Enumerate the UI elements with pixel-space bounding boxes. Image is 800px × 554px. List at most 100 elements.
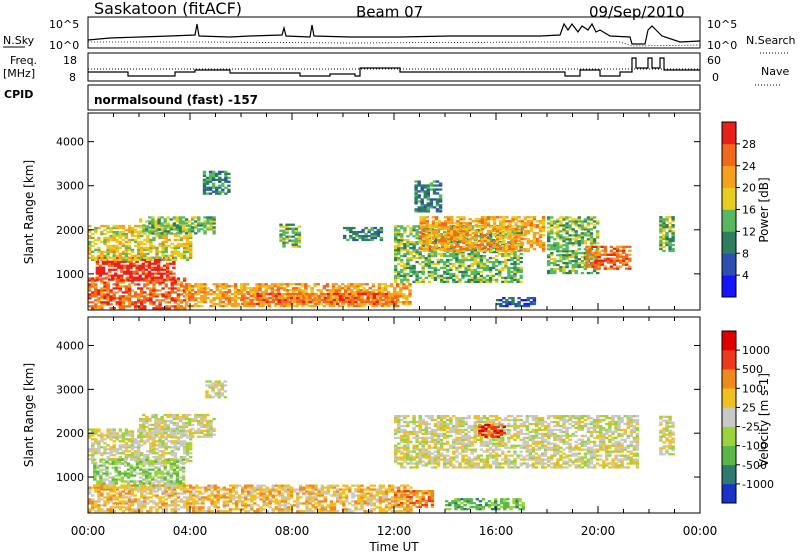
heatmap-cell <box>508 220 512 223</box>
heatmap-cell <box>175 458 180 461</box>
heatmap-cell <box>471 241 475 245</box>
heatmap-cell <box>103 502 107 505</box>
heatmap-cell <box>592 269 597 273</box>
heatmap-cell <box>535 220 540 223</box>
heatmap-cell <box>124 299 129 302</box>
heatmap-cell <box>175 220 180 223</box>
heatmap-cell <box>591 253 595 256</box>
heatmap-cell <box>117 276 121 279</box>
heatmap-cell <box>149 452 153 455</box>
heatmap-cell <box>149 299 153 302</box>
heatmap-cell <box>115 492 119 495</box>
heatmap-cell <box>243 289 247 292</box>
heatmap-cell <box>194 283 198 286</box>
heatmap-cell <box>132 466 137 469</box>
heatmap-cell <box>462 216 466 219</box>
heatmap-cell <box>665 241 669 245</box>
heatmap-cell <box>97 305 101 308</box>
heatmap-cell <box>91 285 95 288</box>
heatmap-cell <box>415 280 419 283</box>
heatmap-cell <box>444 234 448 237</box>
heatmap-cell <box>164 254 168 257</box>
heatmap-cell <box>179 444 184 447</box>
heatmap-cell <box>491 266 496 270</box>
heatmap-cell <box>583 232 588 235</box>
heatmap-cell <box>111 488 115 491</box>
heatmap-cell <box>279 237 283 240</box>
heatmap-cell <box>606 253 611 256</box>
heatmap-cell <box>464 256 468 260</box>
heatmap-cell <box>367 230 371 234</box>
heatmap-cell <box>252 304 256 308</box>
heatmap-cell <box>169 482 173 485</box>
heatmap-cell <box>105 460 109 463</box>
heatmap-cell <box>129 458 134 461</box>
heatmap-cell <box>161 244 165 248</box>
heatmap-cell <box>553 222 557 225</box>
heatmap-cell <box>94 510 98 513</box>
heatmap-cell <box>455 258 459 262</box>
heatmap-cell <box>292 295 296 298</box>
heatmap-cell <box>429 200 434 203</box>
heatmap-cell <box>221 285 225 288</box>
heatmap-cell <box>224 176 228 179</box>
heatmap-cell <box>499 234 503 237</box>
heatmap-cell <box>98 268 103 271</box>
heatmap-cell <box>583 226 588 229</box>
heatmap-cell <box>420 210 424 213</box>
heatmap-cell <box>230 297 235 300</box>
heatmap-cell <box>482 266 487 270</box>
heatmap-cell <box>241 298 245 302</box>
heatmap-cell <box>88 250 92 253</box>
heatmap-cell <box>114 478 118 481</box>
heatmap-cell <box>492 222 497 225</box>
heatmap-cell <box>233 297 238 300</box>
heatmap-cell <box>179 254 184 257</box>
heatmap-cell <box>212 293 216 296</box>
heatmap-cell <box>507 274 511 277</box>
heatmap-cell <box>205 186 210 189</box>
heatmap-cell <box>298 287 302 290</box>
heatmap-cell <box>252 291 256 294</box>
heatmap-cell <box>485 280 490 283</box>
heatmap-cell <box>161 504 165 507</box>
heatmap-cell <box>431 220 436 223</box>
heatmap-cell <box>115 488 119 491</box>
heatmap-cell <box>337 285 342 288</box>
heatmap-cell <box>112 484 116 487</box>
heatmap-cell <box>170 504 174 507</box>
heatmap-cell <box>142 228 146 231</box>
heatmap-cell <box>151 218 155 221</box>
heatmap-cell <box>170 492 174 495</box>
heatmap-cell <box>249 287 253 290</box>
heatmap-cell <box>444 243 448 247</box>
heatmap-cell <box>406 225 410 228</box>
heatmap-cell <box>532 226 537 229</box>
heatmap-cell <box>529 222 534 225</box>
heatmap-cell <box>181 226 186 229</box>
heatmap-cell <box>106 248 110 251</box>
heatmap-cell <box>580 271 585 275</box>
heatmap-cell <box>147 264 152 267</box>
heatmap-cell <box>99 476 103 479</box>
heatmap-cell <box>565 232 569 235</box>
heatmap-cell <box>167 238 171 242</box>
heatmap-cell <box>170 494 174 497</box>
heatmap-cell <box>274 294 279 298</box>
heatmap-cell <box>514 247 518 251</box>
heatmap-cell <box>142 474 146 477</box>
heatmap-cell <box>166 262 170 265</box>
heatmap-cell <box>140 496 144 499</box>
heatmap-cell <box>511 237 515 241</box>
heatmap-cell <box>456 237 460 241</box>
heatmap-cell <box>571 267 575 271</box>
heatmap-cell <box>402 283 406 286</box>
heatmap-cell <box>211 174 216 177</box>
heatmap-cell <box>124 246 129 250</box>
heatmap-cell <box>291 227 295 230</box>
heatmap-cell <box>409 231 413 234</box>
freq-left-tick-top: 18 <box>63 54 77 67</box>
heatmap-cell <box>215 186 219 189</box>
heatmap-cell <box>107 260 112 263</box>
heatmap-cell <box>436 276 441 279</box>
